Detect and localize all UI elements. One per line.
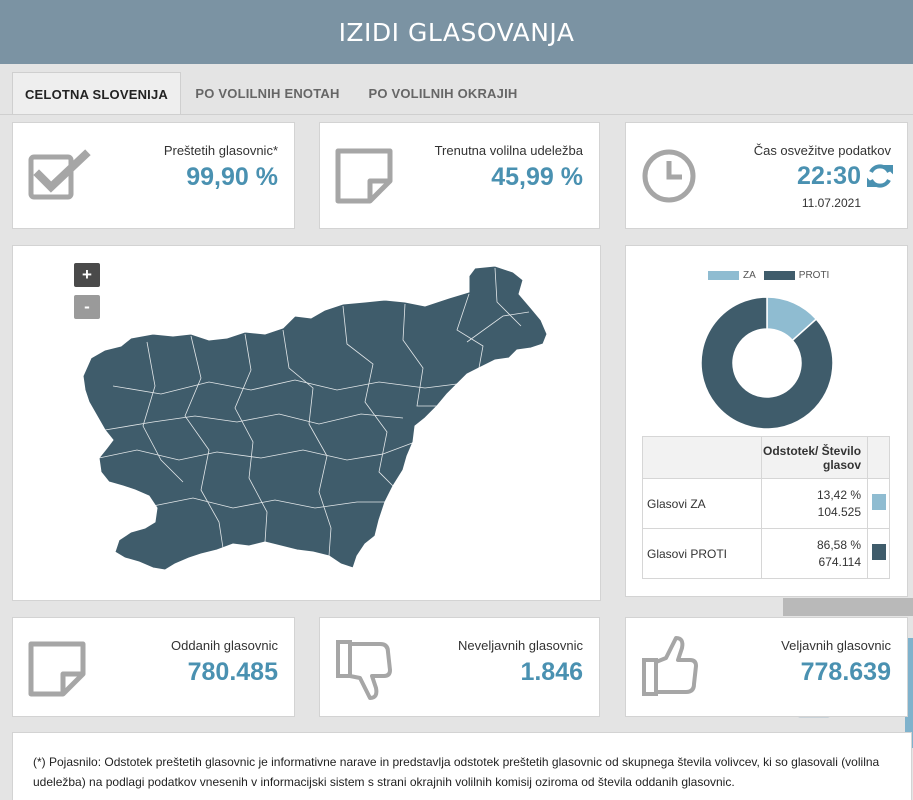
counted-ballots-value: 99,90 % — [186, 163, 278, 191]
page-header: IZIDI GLASOVANJA — [0, 0, 913, 64]
note-icon — [28, 641, 86, 697]
refresh-time-value: 22:30 — [797, 161, 861, 190]
valid-ballots-value: 778.639 — [800, 658, 891, 686]
slovenia-map[interactable] — [13, 246, 602, 602]
counted-ballots-card: Preštetih glasovnic* 99,90 % — [12, 122, 295, 229]
refresh-date: 11.07.2021 — [801, 196, 861, 210]
cast-ballots-label: Oddanih glasovnic — [171, 638, 278, 653]
turnout-card: Trenutna volilna udeležba 45,99 % — [319, 122, 600, 229]
tab-divider — [0, 114, 913, 115]
row-percent-proti: 86,58 % — [816, 537, 862, 552]
legend-label-proti: PROTI — [798, 270, 830, 281]
row-swatch-proti — [871, 544, 886, 560]
refresh-time-label: Čas osvežitve podatkov — [753, 143, 891, 158]
page-title: IZIDI GLASOVANJA — [338, 17, 575, 47]
clock-icon — [642, 149, 696, 203]
cast-ballots-value: 780.485 — [187, 658, 278, 686]
valid-ballots-label: Veljavnih glasovnic — [781, 638, 891, 653]
zoom-out-button[interactable]: - — [74, 295, 100, 319]
refresh-icon[interactable] — [865, 161, 895, 191]
turnout-value: 45,99 % — [491, 163, 583, 191]
results-table: Odstotek/ Število glasov Glasovi ZA 13,4… — [641, 436, 890, 579]
row-votes-za: 104.525 — [817, 504, 862, 519]
tab-po-volilnih-okrajih[interactable]: PO VOLILNIH OKRAJIH — [368, 86, 518, 101]
chart-legend: ZA PROTI — [708, 270, 829, 281]
turnout-label: Trenutna volilna udeležba — [434, 143, 583, 158]
results-table-header: Odstotek/ Število glasov — [761, 436, 869, 479]
table-row: Glasovi PROTI 86,58 % 674.114 — [641, 528, 890, 579]
table-row: Glasovi ZA 13,42 % 104.525 — [641, 478, 890, 529]
checkbox-icon — [28, 149, 91, 200]
donut-slice-proti[interactable] — [700, 296, 834, 430]
refresh-time-row: 22:30 — [797, 161, 895, 191]
tab-bar: CELOTNA SLOVENIJA PO VOLILNIH ENOTAH PO … — [0, 64, 913, 116]
legend-label-za: ZA — [743, 270, 756, 281]
row-votes-proti: 674.114 — [818, 554, 862, 569]
row-percent-za: 13,42 % — [816, 487, 862, 502]
row-name-proti: Glasovi PROTI — [641, 528, 763, 579]
results-card: ZA PROTI Odstotek/ Število glasov Glasov… — [625, 245, 908, 597]
invalid-ballots-value: 1.846 — [520, 658, 583, 686]
row-values-za: 13,42 % 104.525 — [761, 478, 869, 529]
row-swatch-za — [871, 494, 886, 510]
zoom-in-button[interactable]: + — [74, 263, 100, 287]
map-card: + - — [12, 245, 601, 601]
invalid-ballots-label: Neveljavnih glasovnic — [457, 638, 583, 653]
row-name-za: Glasovi ZA — [641, 478, 763, 529]
results-donut-chart — [700, 296, 834, 430]
thumbs-down-icon — [336, 640, 392, 700]
counted-ballots-label: Preštetih glasovnic* — [163, 143, 278, 158]
results-table-header-row: Odstotek/ Število glasov — [641, 436, 890, 479]
tab-po-volilnih-enotah[interactable]: PO VOLILNIH ENOTAH — [195, 86, 340, 101]
footnote: (*) Pojasnilo: Odstotek preštetih glasov… — [12, 732, 912, 800]
tab-celotna-slovenija[interactable]: CELOTNA SLOVENIJA — [12, 72, 181, 115]
thumbs-up-icon — [642, 636, 698, 696]
refresh-time-card: Čas osvežitve podatkov 22:30 11.07.2021 — [625, 122, 908, 229]
note-icon — [335, 148, 393, 204]
valid-ballots-card: Veljavnih glasovnic 778.639 — [625, 617, 908, 717]
row-values-proti: 86,58 % 674.114 — [761, 528, 869, 579]
invalid-ballots-card: Neveljavnih glasovnic 1.846 — [319, 617, 600, 717]
legend-swatch-proti — [763, 271, 795, 280]
cast-ballots-card: Oddanih glasovnic 780.485 — [12, 617, 295, 717]
legend-swatch-za — [708, 271, 739, 280]
